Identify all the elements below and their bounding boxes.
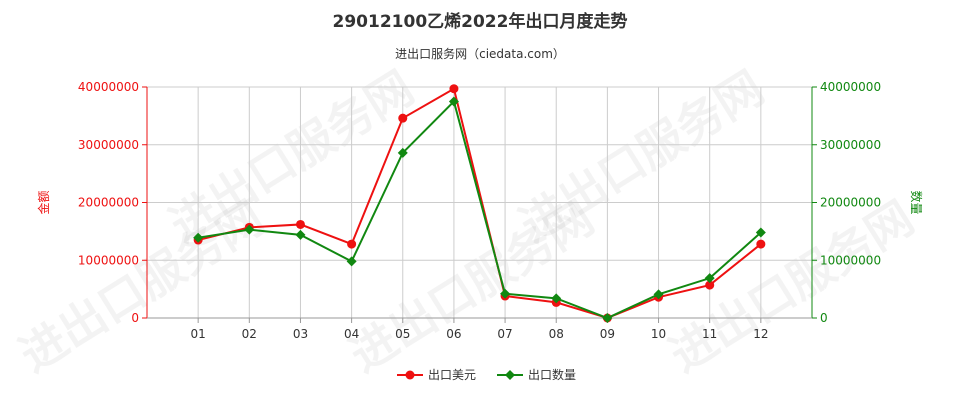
right-axis-ticks: 0 10000000 20000000 30000000 40000000 xyxy=(812,80,881,325)
x-tick-label: 01 xyxy=(191,327,206,341)
data-point xyxy=(500,288,511,299)
watermark-text: 进出口服务网 xyxy=(160,60,423,252)
series-line xyxy=(197,99,762,320)
data-point xyxy=(755,227,766,238)
data-point xyxy=(295,219,305,229)
grid xyxy=(147,86,812,319)
legend-item-export-usd[interactable]: 出口美元 xyxy=(397,368,476,382)
left-tick-label: 20000000 xyxy=(78,196,139,210)
right-tick-label: 40000000 xyxy=(820,80,881,94)
watermark-text: 进出口服务网 xyxy=(660,190,923,382)
left-axis-ticks: 0 10000000 20000000 30000000 40000000 xyxy=(78,80,147,325)
left-tick-label: 40000000 xyxy=(78,80,139,94)
left-tick-label: 30000000 xyxy=(78,138,139,152)
legend: 出口美元 出口数量 xyxy=(397,367,576,382)
right-tick-label: 20000000 xyxy=(820,196,881,210)
x-tick-label: 12 xyxy=(753,327,768,341)
data-point xyxy=(193,232,204,243)
legend-label: 出口美元 xyxy=(428,368,476,382)
data-point xyxy=(244,224,255,235)
x-tick-label: 08 xyxy=(549,327,564,341)
legend-item-export-quantity[interactable]: 出口数量 xyxy=(497,367,576,382)
data-point xyxy=(705,280,715,290)
left-tick-label: 0 xyxy=(131,311,139,325)
data-point xyxy=(505,370,515,380)
data-point xyxy=(653,289,664,300)
series-line xyxy=(197,87,762,320)
data-point xyxy=(449,84,459,94)
data-point xyxy=(448,96,459,107)
series-export-quantity xyxy=(193,96,766,323)
x-tick-label: 05 xyxy=(395,327,410,341)
x-tick-label: 06 xyxy=(446,327,461,341)
x-tick-label: 11 xyxy=(702,327,717,341)
data-point xyxy=(295,229,306,240)
right-tick-label: 0 xyxy=(820,311,828,325)
left-tick-label: 10000000 xyxy=(78,253,139,267)
data-point xyxy=(347,239,357,249)
x-tick-label: 09 xyxy=(600,327,615,341)
x-tick-label: 10 xyxy=(651,327,666,341)
right-tick-label: 10000000 xyxy=(820,253,881,267)
data-point xyxy=(756,239,766,249)
left-axis-label: 金额 xyxy=(36,190,51,214)
chart-subtitle: 进出口服务网（ciedata.com） xyxy=(395,46,565,61)
data-point xyxy=(346,256,357,267)
legend-label: 出口数量 xyxy=(528,367,576,382)
right-axis-label: 数量 xyxy=(909,190,924,214)
data-point xyxy=(704,273,715,284)
x-tick-label: 04 xyxy=(344,327,359,341)
data-point xyxy=(398,113,408,123)
data-point xyxy=(602,313,613,323)
right-tick-label: 30000000 xyxy=(820,138,881,152)
data-point xyxy=(405,370,415,380)
x-tick-label: 03 xyxy=(293,327,308,341)
data-point xyxy=(397,147,408,158)
x-tick-label: 02 xyxy=(242,327,257,341)
x-tick-label: 07 xyxy=(497,327,512,341)
series-layer xyxy=(193,84,766,323)
chart-title: 29012100乙烯2022年出口月度走势 xyxy=(333,11,628,32)
watermark-text: 进出口服务网 xyxy=(510,60,773,252)
data-point xyxy=(551,293,562,304)
x-axis-ticks: 01 02 03 04 05 06 07 08 09 10 11 12 xyxy=(191,318,768,341)
